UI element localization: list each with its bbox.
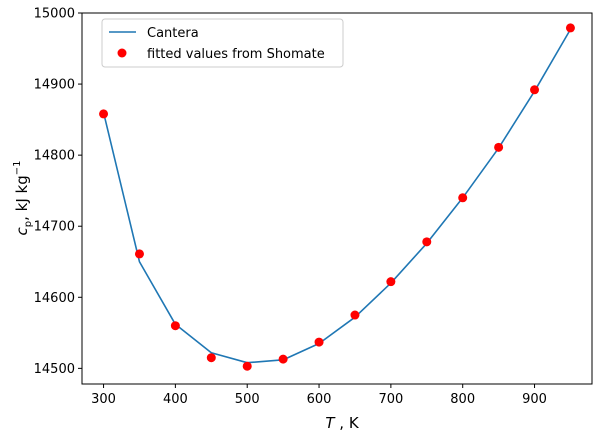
y-axis-label-sup: −1 [12,161,23,176]
x-tick-label: 500 [235,392,260,407]
scatter-point [278,354,288,364]
legend-dot-marker [117,48,127,58]
y-tick-label: 14700 [34,220,75,235]
y-axis-label-var: c [13,226,31,235]
x-tick-label: 400 [163,392,188,407]
scatter-point [422,237,432,247]
series-line-cantera [102,28,572,364]
plot-frame [81,12,593,385]
series-layer [99,23,575,371]
ticks-layer: 300 400 500 600 700 800 900 14500 14600 14700 1480… [34,7,547,408]
y-axis-label: cp, kJ kg−1 [12,161,34,236]
x-axis-label-unit: , K [335,414,360,432]
x-tick-label: 300 [91,392,116,407]
y-tick-label: 14600 [34,291,75,306]
scatter-point [99,109,109,119]
scatter-point [530,85,540,95]
scatter-point [565,23,575,33]
y-tick-label: 14900 [34,78,75,93]
y-axis-label-unit: , kJ kg [13,175,31,221]
legend-box [101,18,344,68]
plot-area [81,12,593,385]
x-tick-label: 700 [378,392,403,407]
x-tick-label: 600 [307,392,332,407]
scatter-point [242,361,252,371]
legend-label-shomate: fitted values from Shomate [147,47,325,62]
x-axis-label-var: T [325,414,336,432]
scatter-point [458,193,468,203]
scatter-point [170,321,180,331]
y-tick-label: 14800 [34,149,75,164]
scatter-point [386,277,396,287]
y-tick-label: 14500 [34,362,75,377]
x-tick-label: 800 [450,392,475,407]
legend-label-cantera: Cantera [147,26,199,41]
scatter-point [134,249,144,259]
x-axis-label: T , K [325,414,359,432]
scatter-point [350,310,360,320]
x-tick-label: 900 [522,392,547,407]
legend: Cantera fitted values from Shomate [101,18,344,68]
y-axis-label-sub: p [23,221,34,227]
scatter-point [314,337,324,347]
y-tick-label: 15000 [34,7,75,22]
scatter-point [206,353,216,363]
scatter-point [494,142,504,152]
